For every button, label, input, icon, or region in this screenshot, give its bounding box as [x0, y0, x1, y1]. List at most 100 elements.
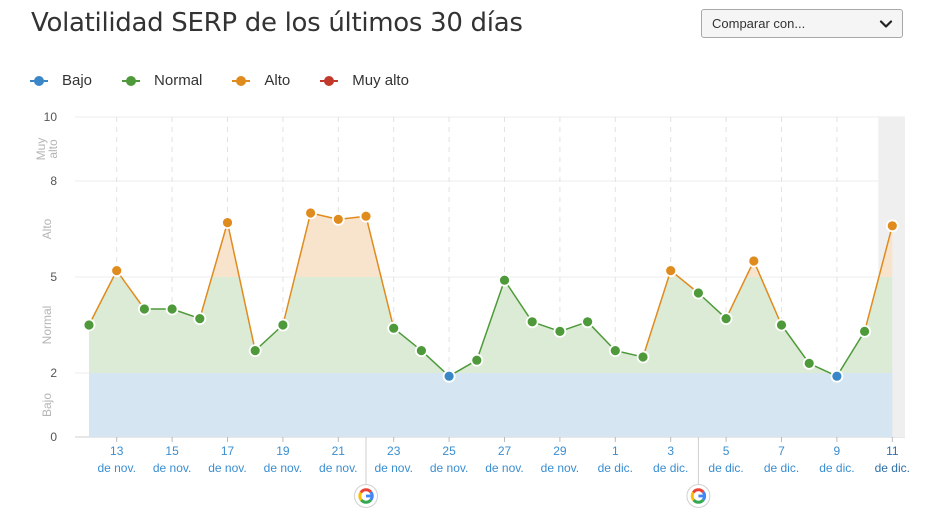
legend-marker-bajo	[30, 75, 48, 86]
legend-marker-muy-alto	[320, 75, 339, 86]
x-tick-label-day: 11	[886, 444, 899, 458]
series-points	[82, 206, 899, 383]
x-tick-label-month: de nov.	[374, 461, 412, 475]
data-point[interactable]	[414, 344, 428, 358]
legend-item-alto[interactable]: Alto	[232, 72, 290, 89]
x-tick-label-month: de dic.	[764, 461, 799, 475]
data-point[interactable]	[581, 315, 594, 329]
data-point[interactable]	[692, 286, 705, 300]
data-point[interactable]	[276, 318, 290, 332]
series-segment	[503, 279, 533, 323]
x-tick-label-day: 5	[723, 444, 730, 458]
series-segment	[753, 260, 783, 326]
y-tick-label: 2	[50, 366, 57, 380]
legend-item-bajo[interactable]: Bajo	[30, 72, 92, 89]
data-point[interactable]	[248, 344, 262, 358]
legend-marker-alto	[232, 75, 251, 86]
data-point[interactable]	[775, 318, 788, 332]
data-point[interactable]	[82, 318, 96, 332]
area-band-normal	[89, 277, 893, 373]
data-point[interactable]	[331, 212, 345, 226]
y-tick-label: 5	[50, 270, 57, 284]
area-band-alto	[113, 213, 893, 277]
data-point[interactable]	[830, 369, 844, 383]
y-tick-label: 0	[50, 430, 57, 444]
series-segment	[226, 222, 256, 351]
data-point[interactable]	[470, 353, 484, 367]
data-point[interactable]	[221, 216, 234, 230]
band-label: Alto	[40, 218, 54, 239]
series-segment	[88, 270, 118, 326]
area-fills	[89, 213, 893, 437]
data-point[interactable]	[747, 254, 761, 268]
series-segment	[642, 270, 672, 358]
google-update-icon[interactable]	[354, 484, 378, 508]
series-segment	[282, 212, 312, 326]
x-tick-label-day: 19	[276, 444, 290, 458]
legend-item-normal[interactable]: Normal	[122, 72, 202, 89]
google-icon-bar	[366, 494, 374, 498]
x-tick-label-day: 29	[553, 444, 567, 458]
series-segment	[476, 279, 506, 361]
data-point[interactable]	[359, 209, 373, 223]
series-segment	[116, 270, 146, 310]
x-tick-label-month: de nov.	[319, 461, 357, 475]
x-tick-label-day: 17	[221, 444, 235, 458]
band-label: Normal	[40, 306, 54, 345]
data-point[interactable]	[719, 312, 733, 326]
x-tick-label-month: de dic.	[653, 461, 688, 475]
x-tick-label-month: de nov.	[97, 461, 135, 475]
data-point[interactable]	[193, 312, 207, 326]
data-point[interactable]	[608, 344, 622, 358]
chevron-down-icon	[879, 20, 893, 28]
x-tick-label-day: 25	[442, 444, 456, 458]
band-label: Bajo	[40, 393, 54, 417]
x-tick-label-day: 21	[332, 444, 346, 458]
series-segment	[863, 225, 894, 332]
data-point[interactable]	[636, 350, 650, 364]
compare-label: Comparar con...	[712, 16, 806, 31]
data-point[interactable]	[498, 273, 511, 287]
data-point[interactable]	[525, 315, 539, 329]
legend-label-alto: Alto	[264, 72, 291, 89]
x-tick-label-month: de nov.	[264, 461, 302, 475]
data-point[interactable]	[110, 264, 124, 278]
x-tick-label-day: 3	[667, 444, 674, 458]
data-point[interactable]	[885, 219, 899, 233]
compare-dropdown[interactable]: Comparar con...	[701, 9, 903, 38]
data-point[interactable]	[165, 302, 179, 316]
data-point[interactable]	[137, 302, 151, 316]
legend-item-muy-alto[interactable]: Muy alto	[320, 72, 409, 89]
legend-label-normal: Normal	[154, 72, 203, 89]
x-tick-label-day: 7	[778, 444, 785, 458]
data-point[interactable]	[304, 206, 318, 220]
series-segment	[365, 216, 395, 329]
x-tick-label-day: 27	[498, 444, 512, 458]
y-tick-label: 10	[44, 110, 58, 124]
google-update-icon[interactable]	[686, 484, 711, 508]
x-tick-label-month: de dic.	[708, 461, 743, 475]
x-tick-label-month: de nov.	[485, 461, 523, 475]
google-icon-arc	[692, 498, 705, 504]
y-tick-label: 8	[50, 174, 57, 188]
series-segment	[587, 321, 616, 352]
series-segment	[780, 324, 810, 364]
google-icon-arc	[358, 491, 363, 501]
data-point[interactable]	[664, 264, 678, 278]
data-point[interactable]	[387, 321, 401, 335]
series-segment	[836, 331, 866, 377]
series-segment	[199, 222, 229, 319]
legend-label-muy-alto: Muy alto	[352, 72, 409, 89]
data-point[interactable]	[442, 369, 456, 383]
area-band-bajo	[89, 373, 893, 437]
page-title: Volatilidad SERP de los últimos 30 días	[31, 8, 523, 38]
data-point[interactable]	[802, 356, 816, 370]
legend-label-bajo: Bajo	[62, 72, 93, 89]
y-axis: 0 2 5 8 10 Bajo Normal Alto Muyalto	[34, 110, 60, 444]
series-segment	[725, 260, 755, 319]
data-point[interactable]	[858, 324, 871, 338]
google-icon-bar	[698, 494, 706, 498]
data-point[interactable]	[553, 324, 567, 338]
